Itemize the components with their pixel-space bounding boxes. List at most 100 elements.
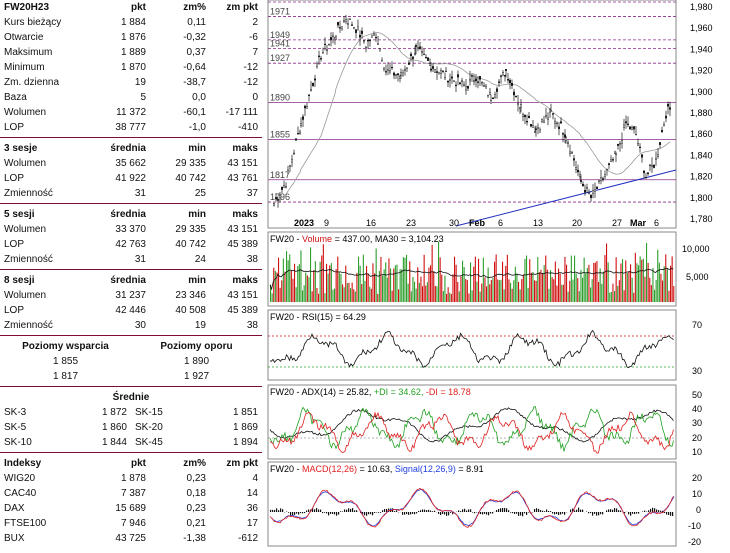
volume-bar (659, 263, 660, 302)
date-tick: 9 (324, 218, 329, 228)
macd-hist-bar (518, 512, 519, 516)
adx-panel: FW20 - ADX(14) = 25.82, +DI = 34.62, -DI… (268, 385, 702, 459)
cell-value: 1 890 (131, 354, 262, 369)
row-label: Wolumen (0, 222, 92, 237)
row-label: Minimum (0, 60, 92, 75)
volume-bar (576, 273, 577, 302)
volume-bar (470, 262, 471, 302)
macd-hist-bar (512, 512, 513, 513)
candle-body (649, 165, 651, 166)
candle-body (661, 130, 663, 132)
candle-body (377, 44, 379, 45)
macd-hist-bar (504, 508, 505, 512)
volume-bar (387, 278, 388, 302)
volume-bar (406, 255, 407, 302)
volume-bar (441, 275, 442, 302)
legend-minus-di: -DI = 18.78 (426, 387, 471, 397)
macd-hist-bar (550, 511, 551, 512)
col-header: maks (210, 141, 262, 156)
volume-bar (632, 278, 633, 302)
row-label: BUX (0, 531, 92, 546)
cell-value: SK-45 (131, 435, 197, 450)
candle-body (504, 75, 506, 76)
macd-hist-bar (350, 509, 351, 512)
candle-body (349, 19, 351, 20)
candle-body (592, 190, 594, 193)
row-label: SK-5 (0, 420, 66, 435)
volume-bar (651, 285, 652, 302)
cell-value: 40 742 (150, 171, 210, 186)
volume-bar (350, 288, 351, 302)
candle-body (594, 190, 596, 192)
volume-bar (360, 266, 361, 302)
volume-bar (668, 291, 669, 302)
date-tick: Mar (630, 218, 647, 228)
col-header: maks (210, 207, 262, 222)
volume-bar (382, 275, 383, 302)
macd-hist-bar (526, 512, 527, 515)
volume-bar (654, 290, 655, 302)
volume-bar (388, 258, 389, 302)
candle-body (625, 122, 627, 123)
volume-bar (320, 262, 321, 302)
candle-body (314, 79, 316, 80)
candle-body (285, 186, 287, 187)
row-label: Otwarcie (0, 30, 92, 45)
volume-bar (662, 281, 663, 302)
macd-hist-bar (496, 510, 497, 512)
macd-hist-bar (344, 509, 345, 512)
candle-body (279, 195, 281, 197)
macd-hist-bar (328, 512, 329, 515)
col-header: min (150, 141, 210, 156)
candle-body (419, 47, 421, 49)
candle-body (345, 19, 347, 21)
macd-hist-bar (538, 509, 539, 512)
candle-body (479, 76, 481, 79)
volume-bar (600, 268, 601, 302)
macd-hist-bar (342, 511, 343, 512)
candle-body (490, 101, 492, 104)
volume-bar (344, 287, 345, 302)
price-tick: 1,940 (690, 44, 713, 54)
cell-value: 0 (210, 90, 262, 105)
cell-value: 1 876 (92, 30, 150, 45)
volume-bar (403, 257, 404, 302)
price-tick: 1,800 (690, 193, 713, 203)
candle-body (297, 133, 299, 134)
volume-bar (524, 259, 525, 302)
candle-body (637, 143, 639, 145)
volume-bar (345, 266, 346, 302)
level-label: 1971 (270, 7, 290, 17)
volume-bar (416, 289, 417, 302)
volume-bar (536, 281, 537, 302)
volume-bar (550, 270, 551, 302)
volume-bar (656, 280, 657, 302)
candle-body (363, 40, 365, 41)
candle-body (617, 144, 619, 145)
candle-body (600, 178, 602, 181)
volume-bar (643, 259, 644, 302)
legend-signal: Signal(12,26,9) (395, 464, 456, 474)
candle-body (515, 96, 517, 97)
volume-bar (508, 279, 509, 302)
date-tick: 27 (612, 218, 622, 228)
volume-bar (515, 267, 516, 302)
volume-bar (614, 291, 615, 302)
macd-hist-bar (666, 512, 667, 515)
volume-bar (396, 265, 397, 302)
macd-hist-bar (308, 509, 309, 512)
candle-body (554, 121, 556, 123)
date-tick: 2023 (294, 218, 314, 228)
volume-bar (518, 282, 519, 302)
macd-hist-bar (516, 512, 517, 514)
volume-bar (318, 294, 319, 302)
volume-bar (472, 290, 473, 302)
volume-bar (609, 293, 610, 302)
volume-bar (433, 271, 434, 302)
macd-hist-bar (300, 512, 301, 513)
